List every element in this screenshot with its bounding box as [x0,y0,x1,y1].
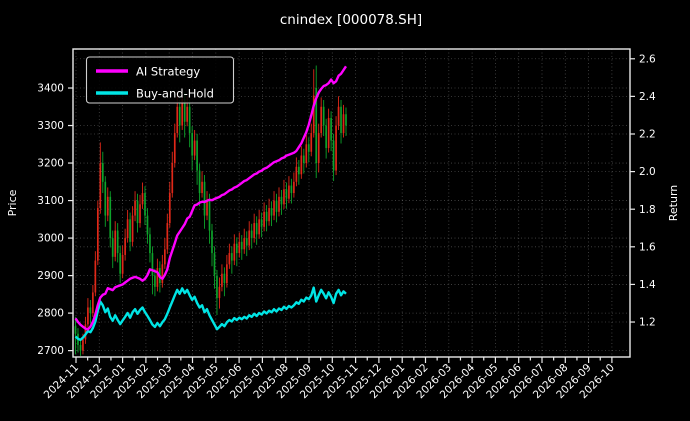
candlesticks [74,65,347,356]
svg-text:2800: 2800 [37,308,64,320]
y-axis-label-left: Price [6,189,19,216]
svg-text:3000: 3000 [37,233,64,245]
svg-text:1.6: 1.6 [639,241,656,253]
svg-text:2.4: 2.4 [639,91,656,103]
ai-strategy-line [74,65,348,331]
svg-text:1.2: 1.2 [639,317,656,329]
plot-border [72,48,631,358]
svg-text:1.4: 1.4 [639,279,656,291]
y-axis-label-right: Return [667,185,680,222]
svg-text:2.0: 2.0 [639,166,656,178]
legend-label-ai-strategy: AI Strategy [136,65,200,79]
svg-text:3200: 3200 [37,158,64,170]
chart-title: cnindex [000078.SH] [280,12,422,28]
grid-lines [73,49,630,357]
legend: AI Strategy Buy-and-Hold [85,56,235,104]
svg-text:2.2: 2.2 [639,129,656,141]
svg-text:3400: 3400 [37,83,64,95]
svg-text:2700: 2700 [37,345,64,357]
buy-and-hold-line [74,286,347,342]
svg-text:3100: 3100 [37,195,64,207]
legend-label-buy-and-hold: Buy-and-Hold [136,87,214,101]
svg-text:3300: 3300 [37,120,64,132]
svg-text:2900: 2900 [37,270,64,282]
svg-text:1.8: 1.8 [639,204,656,216]
svg-text:2.6: 2.6 [639,53,656,65]
